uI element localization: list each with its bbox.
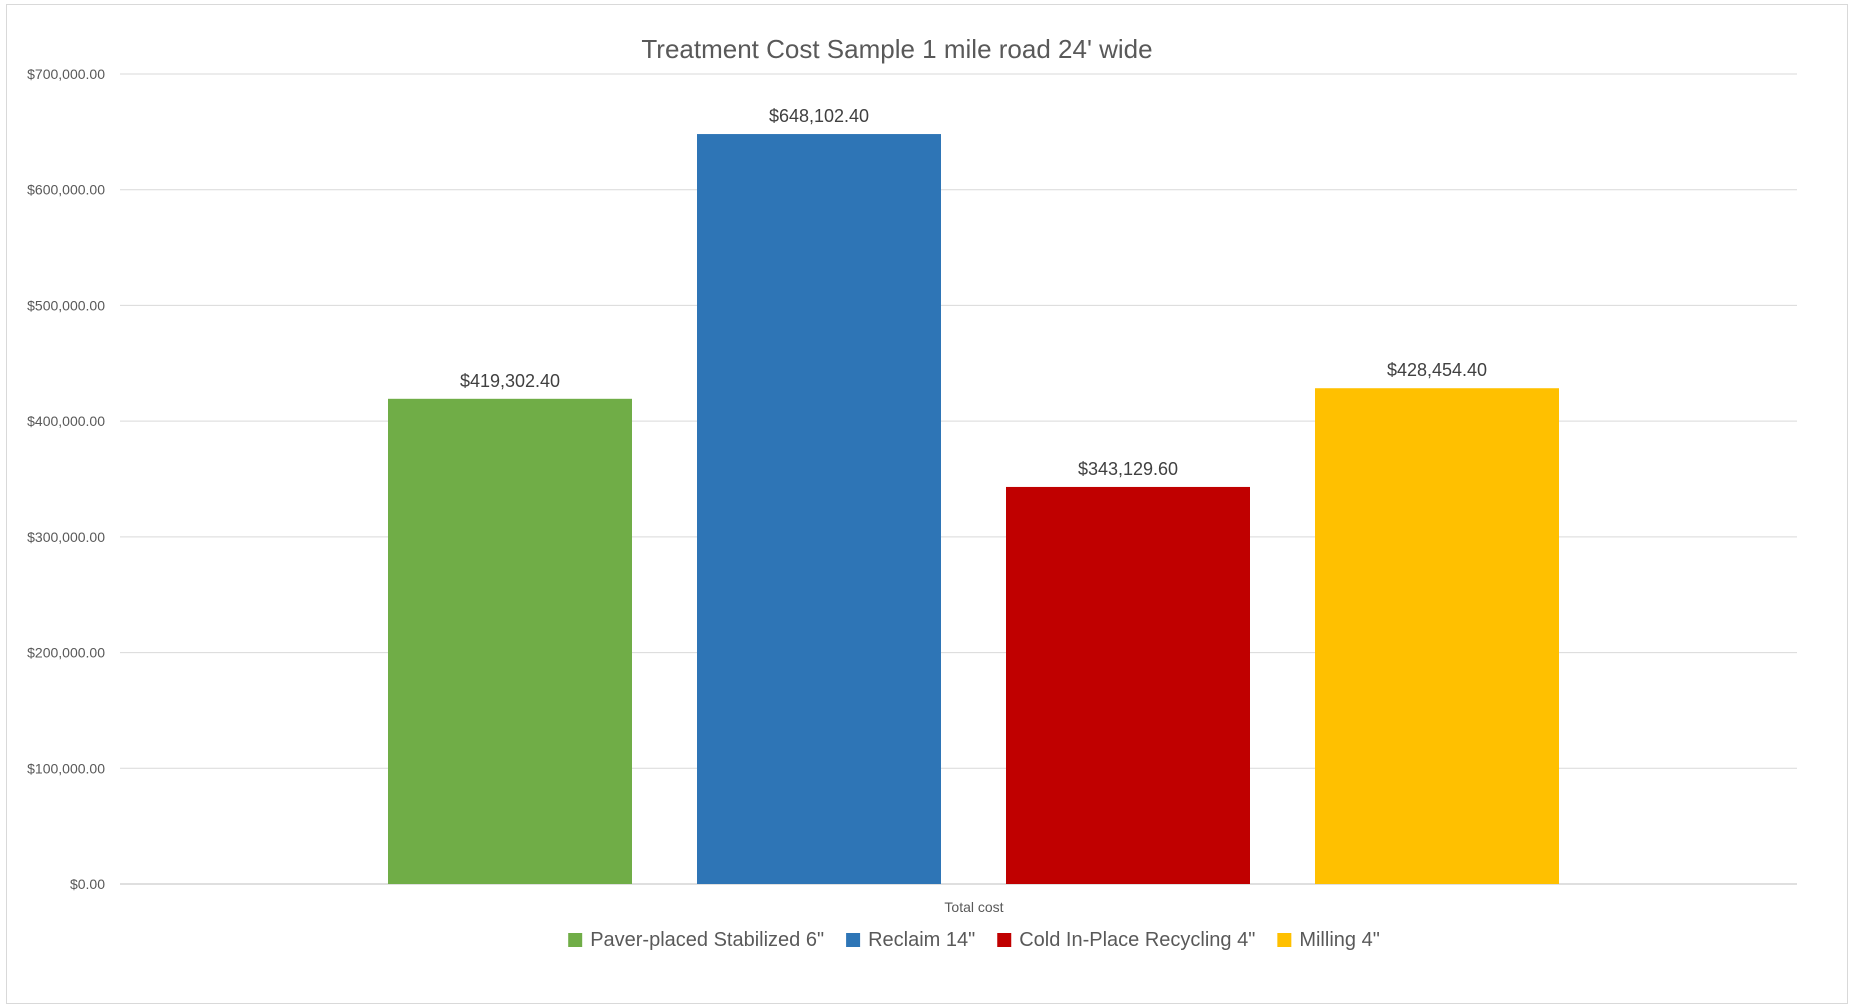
y-tick-label: $200,000.00 [27, 645, 105, 661]
y-tick-label: $600,000.00 [27, 182, 105, 198]
y-tick-label: $300,000.00 [27, 529, 105, 545]
x-axis-category-label: Total cost [944, 899, 1003, 915]
legend[interactable]: Paver-placed Stabilized 6" Reclaim 14" Col… [568, 929, 1380, 951]
legend-swatch[interactable] [1277, 933, 1292, 947]
legend-swatch[interactable] [568, 933, 583, 947]
data-labels: $419,302.40 $648,102.40 $343,129.60 $428,45… [460, 106, 1487, 479]
chart-title: Treatment Cost Sample 1 mile road 24' wi… [641, 34, 1152, 64]
data-label: $343,129.60 [1078, 459, 1178, 479]
y-tick-label: $700,000.00 [27, 66, 105, 82]
y-tick-label: $400,000.00 [27, 413, 105, 429]
bar[interactable] [697, 134, 941, 885]
data-label: $419,302.40 [460, 371, 560, 391]
bar-chart: Treatment Cost Sample 1 mile road 24' wi… [27, 34, 1797, 951]
legend-label: Cold In-Place Recycling 4" [1019, 929, 1255, 951]
y-axis-tick-labels: $0.00 $100,000.00 $200,000.00 $300,000.00 $4… [27, 66, 105, 892]
bar[interactable] [388, 398, 632, 884]
legend-label: Reclaim 14" [868, 929, 975, 951]
legend-swatch[interactable] [846, 933, 861, 947]
y-tick-label: $100,000.00 [27, 760, 105, 776]
legend-label: Paver-placed Stabilized 6" [590, 929, 824, 951]
data-label: $428,454.40 [1387, 360, 1487, 380]
bar[interactable] [1315, 388, 1559, 884]
bars [388, 134, 1559, 885]
legend-swatch[interactable] [997, 933, 1012, 947]
data-label: $648,102.40 [769, 106, 869, 126]
legend-label: Milling 4" [1299, 929, 1379, 951]
y-tick-label: $0.00 [70, 876, 105, 892]
bar[interactable] [1006, 486, 1250, 884]
y-tick-label: $500,000.00 [27, 297, 105, 313]
